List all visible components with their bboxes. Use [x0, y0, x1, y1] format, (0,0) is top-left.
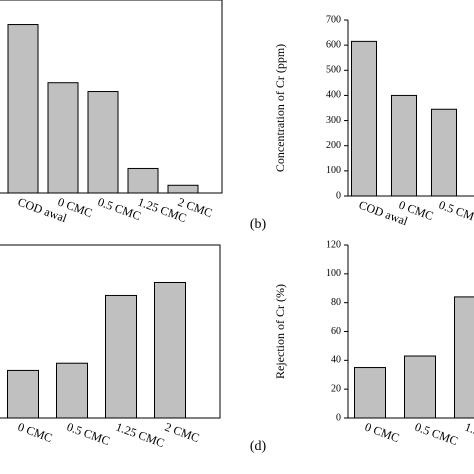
y-tick-label: 700: [326, 14, 341, 25]
y-axis-label: Concentration of Cr (ppm): [273, 44, 287, 172]
y-tick-label: 500: [326, 65, 341, 76]
bar: [47, 82, 79, 194]
bar: [56, 362, 88, 419]
x-tick-label: 0.5 CMC: [437, 198, 474, 226]
bar: [431, 108, 457, 197]
bar: [7, 369, 39, 419]
y-tick-label: 120: [326, 239, 341, 250]
x-tick-label: 0 CMC: [16, 420, 54, 445]
y-tick-label: 300: [326, 115, 341, 126]
x-tick-label: 0.5 CMC: [65, 420, 112, 448]
y-tick-label: 200: [326, 140, 341, 151]
panel-label: (d): [250, 439, 267, 454]
y-tick-label: 0: [336, 190, 341, 201]
bar: [404, 355, 436, 419]
bar: [7, 24, 39, 194]
bar: [354, 367, 386, 419]
y-tick-label: 0: [336, 412, 341, 423]
y-tick-label: 60: [331, 326, 341, 337]
x-tick-label: 1.25 CMC: [463, 420, 474, 450]
y-tick-label: 100: [326, 268, 341, 279]
y-tick-label: 40: [331, 355, 341, 366]
bar: [87, 91, 119, 194]
y-tick-label: 80: [331, 297, 341, 308]
bar: [154, 281, 186, 419]
x-tick-label: 0 CMC: [363, 420, 401, 445]
bar: [105, 294, 137, 419]
y-tick-label: 20: [331, 383, 341, 394]
bar: [454, 296, 474, 419]
panel-label: (b): [250, 217, 267, 232]
y-tick-label: 400: [326, 90, 341, 101]
bar: [167, 184, 199, 194]
bar: [351, 40, 377, 197]
bar: [391, 94, 417, 197]
y-axis-label: Rejection of Cr (%): [273, 284, 287, 379]
y-tick-label: 600: [326, 39, 341, 50]
x-tick-label: 0.5 CMC: [413, 420, 460, 448]
bar: [127, 167, 159, 194]
x-tick-label: 1.25 CMC: [114, 420, 166, 450]
y-tick-label: 100: [326, 165, 341, 176]
x-tick-label: 2 CMC: [163, 420, 201, 445]
x-tick-label: 0.5 CMC: [96, 195, 143, 223]
